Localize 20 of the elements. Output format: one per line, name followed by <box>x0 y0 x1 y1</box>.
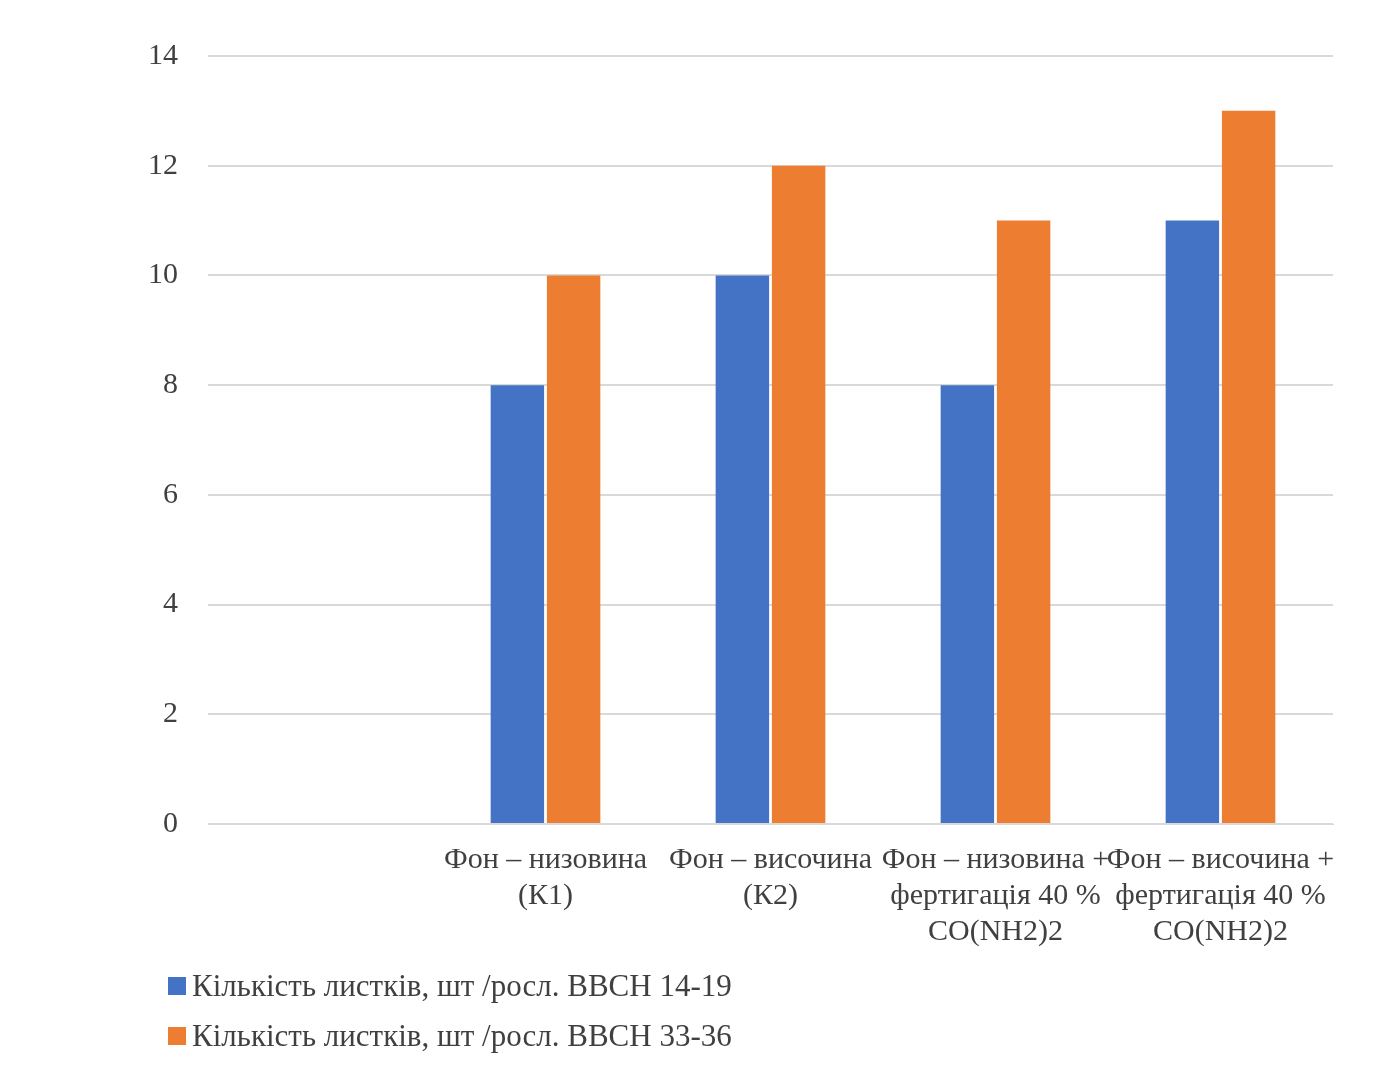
x-tick-label: Фон – низовина (К1) <box>443 840 648 911</box>
bar <box>715 275 770 823</box>
y-tick-label: 14 <box>148 36 178 70</box>
legend-label: Кількість листків, шт /росл. ВВСН 33-36 <box>192 1018 732 1054</box>
bar <box>1221 110 1276 823</box>
bar <box>940 385 995 823</box>
y-tick-label: 6 <box>163 475 178 509</box>
y-tick-label: 10 <box>148 256 178 290</box>
x-tick-label: Фон – височина (К2) <box>668 840 873 911</box>
bar <box>490 385 545 823</box>
y-tick-label: 12 <box>148 146 178 180</box>
bar <box>996 220 1051 823</box>
bar <box>771 165 826 823</box>
bar <box>546 275 601 823</box>
y-tick-label: 4 <box>163 585 178 619</box>
legend-label: Кількість листків, шт /росл. ВВСН 14-19 <box>192 968 732 1004</box>
bar <box>1165 220 1220 823</box>
y-tick-label: 0 <box>163 804 178 838</box>
y-tick-label: 2 <box>163 695 178 729</box>
y-tick-label: 8 <box>163 366 178 400</box>
